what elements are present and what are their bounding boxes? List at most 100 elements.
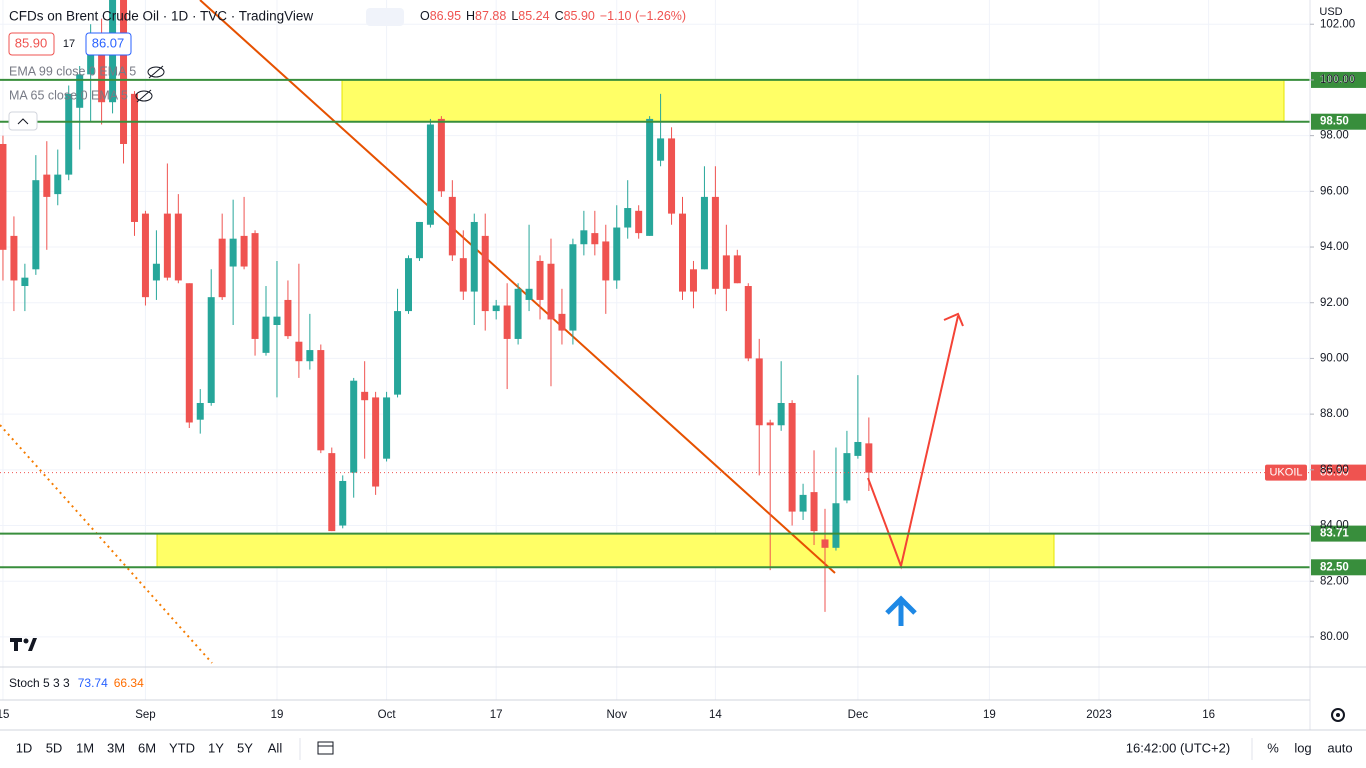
stoch-k: 73.74 (78, 676, 108, 690)
candle-body (481, 235, 489, 312)
timeframe-button[interactable]: YTD (169, 740, 195, 755)
candle-body (218, 238, 226, 298)
candle-body (766, 422, 774, 426)
y-tick-label: 88.00 (1320, 408, 1349, 420)
y-tick-label: 102.00 (1320, 18, 1355, 30)
blue-arrow (885, 595, 917, 626)
candle-body (459, 258, 467, 292)
bid-box[interactable] (8, 32, 55, 56)
timeframe-button[interactable]: All (268, 740, 283, 755)
candle-body (152, 263, 160, 281)
candle-body (437, 118, 445, 192)
candle-body (503, 305, 511, 339)
candle-body (54, 174, 62, 195)
axes: 80.00 82.00 84.00 86.00 88.00 90.00 92.00 94.00… (0, 18, 1355, 721)
candle-body (492, 305, 500, 312)
candle-body (733, 255, 741, 284)
hide-icon[interactable] (135, 89, 153, 103)
y-tick-label: 80.00 (1320, 631, 1349, 643)
spread: 17 (63, 38, 75, 50)
hide-icon[interactable] (147, 65, 165, 79)
candle-body (262, 316, 270, 353)
ask-box[interactable] (85, 32, 132, 56)
candle-body (207, 297, 215, 403)
y-tick-label: 100.00 (1320, 74, 1355, 86)
candle-body (76, 74, 84, 108)
candle-body (843, 453, 851, 501)
timeframe-button[interactable]: 3M (107, 740, 125, 755)
candle-body (185, 283, 193, 423)
candle-body (832, 503, 840, 548)
y-tick-label: 86.00 (1320, 464, 1349, 476)
level-badge (1311, 525, 1366, 542)
candle-body (43, 174, 51, 197)
bid: 85.90 (15, 35, 48, 50)
level-label: 98.50 (1320, 116, 1349, 128)
candle-body (668, 138, 676, 214)
candle-body (174, 213, 182, 281)
timeframe-button[interactable]: 1M (76, 740, 94, 755)
candle-body (700, 196, 708, 270)
footer: 1D 5D 1M 3M 6M YTD 1Y 5Y All 16:42:00 (UTC+2)% log… (16, 740, 1353, 755)
candle-body (646, 118, 654, 236)
timeframe-button[interactable]: 5Y (237, 740, 253, 755)
ohlc-value: 85.90 (564, 9, 595, 23)
timeframe-button[interactable]: 1D (16, 740, 33, 755)
settings-icon[interactable] (1331, 708, 1345, 722)
calendar-icon[interactable] (317, 741, 334, 755)
candle-body (580, 230, 588, 245)
x-tick-label: 17 (490, 709, 503, 721)
x-tick-label: Dec (848, 709, 869, 721)
candle-body (87, 38, 95, 75)
candle-body (854, 441, 862, 456)
y-tick-label: 92.00 (1320, 297, 1349, 309)
x-tick-label: 19 (983, 709, 996, 721)
timeframe-button[interactable]: 1Y (208, 740, 224, 755)
candle-body (339, 480, 347, 526)
ohlc-value: 85.24 (518, 9, 549, 23)
candle-body (0, 143, 7, 250)
candle-body (788, 402, 796, 512)
scale-option[interactable]: auto (1327, 740, 1352, 755)
scale-option[interactable]: log (1294, 740, 1311, 755)
symbol-label: UKOIL (1269, 467, 1302, 479)
timeframe-button[interactable]: 6M (138, 740, 156, 755)
x-tick-label: 16 (1202, 709, 1215, 721)
candle-body (328, 453, 336, 532)
level-badge (1311, 559, 1366, 576)
collapse-button[interactable] (8, 111, 38, 131)
ohlc: O86.95 H87.88 L85.24 C85.90 −1.10 (−1.26%) (420, 9, 686, 23)
x-tick-label: Nov (607, 709, 628, 721)
symbol-badge (1265, 464, 1307, 481)
candle-body (361, 391, 369, 401)
candle-body (865, 443, 873, 473)
scale-option[interactable]: % (1267, 740, 1279, 755)
candle-body (98, 38, 106, 103)
level-badge (1311, 113, 1366, 130)
zone (341, 79, 1285, 123)
candle-body (383, 397, 391, 459)
candle-body (196, 402, 204, 420)
candle-body (10, 235, 18, 281)
candle-body (240, 235, 248, 267)
zone (156, 533, 1055, 568)
candle-body (415, 221, 423, 259)
status-pill (366, 8, 404, 26)
stoch-d: 66.34 (114, 676, 144, 690)
y-tick-label: 98.00 (1320, 130, 1349, 142)
ohlc-key: H (466, 9, 475, 23)
timeframe-button[interactable]: 5D (46, 740, 63, 755)
x-tick-label: Sep (135, 709, 155, 721)
candle-body (744, 286, 752, 359)
candle-body (284, 299, 292, 337)
candle-body (65, 93, 73, 175)
ohlc-key: C (555, 9, 564, 23)
currency[interactable]: USD (1319, 6, 1342, 18)
candle-body (141, 213, 149, 298)
candle-body (722, 255, 730, 289)
ohlc-value: 86.95 (430, 9, 461, 23)
candle-body (317, 350, 325, 451)
zones (156, 79, 1285, 568)
